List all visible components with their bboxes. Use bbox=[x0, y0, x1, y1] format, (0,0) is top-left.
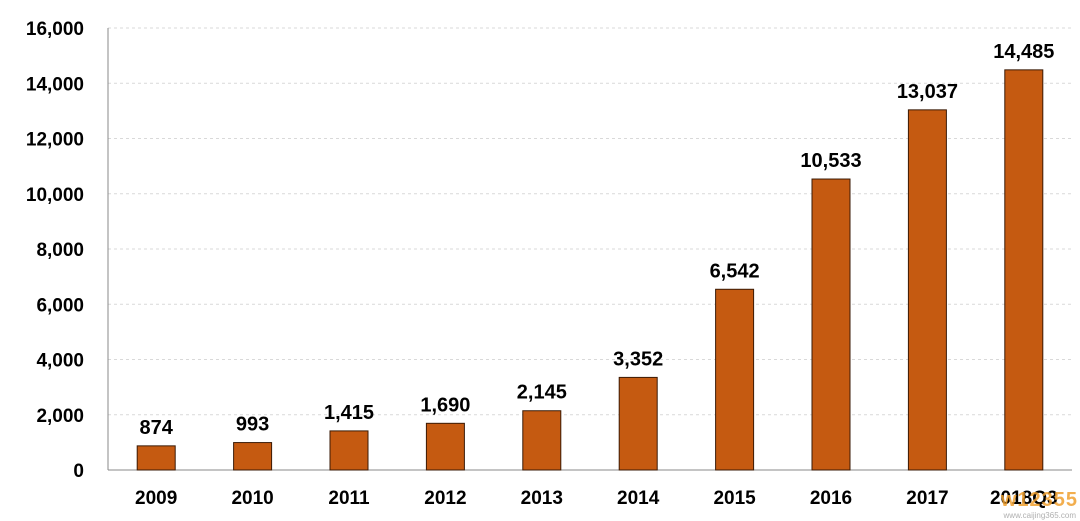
data-label: 3,352 bbox=[613, 348, 663, 370]
y-tick-label: 0 bbox=[73, 461, 84, 482]
data-label: 1,415 bbox=[324, 402, 374, 424]
y-tick-label: 10,000 bbox=[26, 185, 84, 206]
x-tick-label: 2016 bbox=[810, 488, 852, 509]
x-tick-label: 2018Q3 bbox=[990, 488, 1058, 509]
watermark-text: w12355 bbox=[1000, 489, 1078, 511]
gridlines bbox=[108, 27, 1072, 416]
data-labels: 874 993 1,415 1,690 2,145 3,352 6,542 10,533 13,… bbox=[140, 41, 1055, 439]
y-tick-label: 2,000 bbox=[36, 406, 84, 427]
y-tick-label: 14,000 bbox=[26, 74, 84, 95]
watermark: w12355 www.caijing365.com bbox=[1000, 489, 1078, 520]
bar bbox=[522, 410, 562, 471]
data-label: 993 bbox=[236, 414, 269, 436]
bar bbox=[329, 430, 369, 471]
data-label: 14,485 bbox=[993, 41, 1054, 63]
x-tick-label: 2014 bbox=[617, 488, 660, 509]
data-label: 874 bbox=[140, 417, 174, 439]
data-label: 6,542 bbox=[710, 260, 760, 282]
y-tick-label: 4,000 bbox=[36, 351, 84, 372]
x-tick-label: 2015 bbox=[713, 488, 756, 509]
bar bbox=[1004, 69, 1044, 471]
x-tick-label: 2012 bbox=[424, 488, 466, 509]
data-label: 10,533 bbox=[800, 150, 861, 172]
y-tick-label: 6,000 bbox=[36, 295, 84, 316]
bars bbox=[136, 69, 1044, 471]
watermark-subtext: www.caijing365.com bbox=[1003, 511, 1077, 520]
data-label: 1,690 bbox=[420, 394, 470, 416]
x-tick-label: 2010 bbox=[231, 488, 273, 509]
bar bbox=[811, 178, 851, 471]
bar bbox=[425, 422, 465, 471]
bar bbox=[233, 442, 273, 471]
data-label: 13,037 bbox=[897, 81, 958, 103]
x-tick-label: 2009 bbox=[135, 488, 177, 509]
x-axis-ticks: 2009 2010 2011 2012 2013 2014 2015 2016 2017 2018… bbox=[135, 488, 1058, 509]
bar bbox=[618, 376, 658, 471]
y-tick-label: 16,000 bbox=[26, 19, 84, 40]
x-tick-label: 2017 bbox=[906, 488, 948, 509]
y-axis-ticks: 0 2,000 4,000 6,000 8,000 10,000 12,000 14,000 1… bbox=[26, 19, 84, 482]
y-tick-label: 12,000 bbox=[26, 130, 84, 151]
bar bbox=[907, 109, 947, 471]
data-label: 2,145 bbox=[517, 382, 567, 404]
y-tick-label: 8,000 bbox=[36, 240, 84, 261]
bar bbox=[715, 288, 755, 471]
x-tick-label: 2011 bbox=[328, 488, 370, 509]
bar bbox=[136, 445, 176, 471]
x-tick-label: 2013 bbox=[521, 488, 563, 509]
